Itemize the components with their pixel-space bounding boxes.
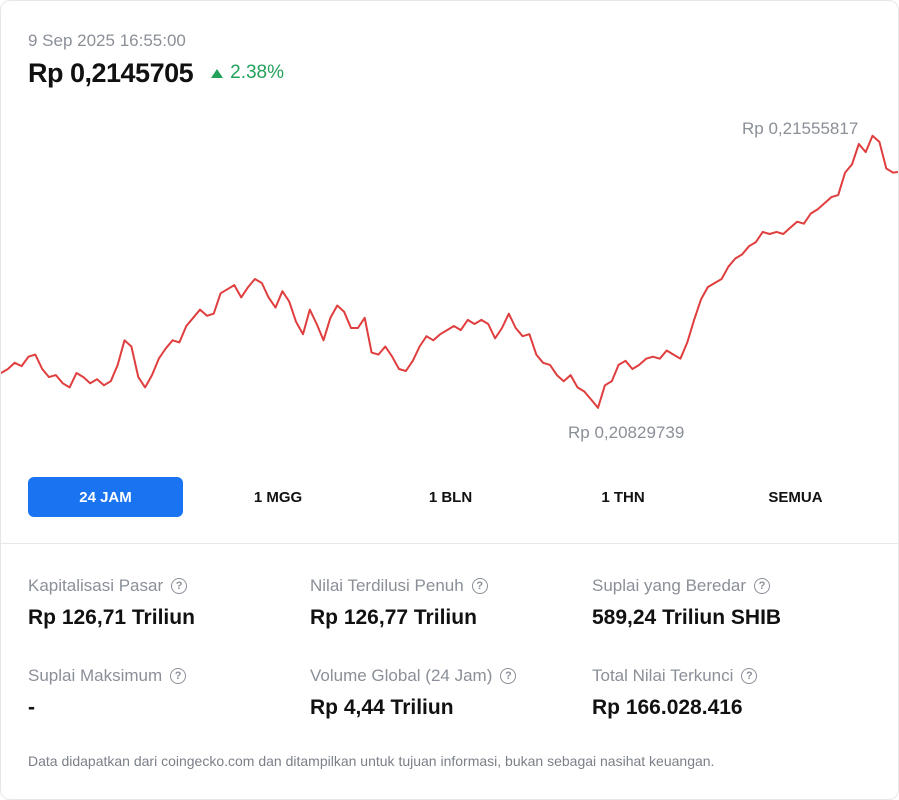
help-icon[interactable]: ? <box>471 578 488 594</box>
help-icon[interactable]: ? <box>171 578 188 594</box>
stat-label: Suplai yang Beredar <box>592 576 747 595</box>
stat-label: Volume Global (24 Jam) <box>310 666 493 685</box>
stat-label: Suplai Maksimum <box>28 666 163 685</box>
price-change-value: 2.38% <box>230 62 284 83</box>
help-icon[interactable]: ? <box>754 578 771 594</box>
stat-value: Rp 4,44 Triliun <box>310 696 454 719</box>
stat-label: Total Nilai Terkunci <box>592 666 734 685</box>
help-icon[interactable]: ? <box>741 668 758 684</box>
range-all-button[interactable]: SEMUA <box>768 488 823 506</box>
price-timestamp: 9 Sep 2025 16:55:00 <box>28 31 186 50</box>
price-change: 2.38% <box>211 62 284 84</box>
stat-label: Kapitalisasi Pasar <box>28 576 164 595</box>
chart-low-label: Rp 0,20829739 <box>568 423 685 442</box>
range-24h-button[interactable]: 24 JAM <box>28 477 183 517</box>
price-line <box>1 134 898 409</box>
range-1y-button[interactable]: 1 THN <box>601 488 645 506</box>
stat-label: Nilai Terdilusi Penuh <box>310 576 464 595</box>
stat-volume: Volume Global (24 Jam) ? Rp 4,44 Triliun <box>310 666 590 720</box>
price-header: 9 Sep 2025 16:55:00 Rp 0,2145705 2.38% <box>28 31 284 89</box>
stat-max-supply: Suplai Maksimum ? - <box>28 666 308 720</box>
stat-value: Rp 166.028.416 <box>592 696 743 719</box>
stat-value: Rp 126,71 Triliun <box>28 606 195 629</box>
stat-value: 589,24 Triliun SHIB <box>592 606 782 629</box>
range-1m-button[interactable]: 1 BLN <box>428 488 473 506</box>
triangle-up-icon <box>211 68 224 78</box>
time-range-selector: 24 JAM 1 MGG 1 BLN 1 THN SEMUA <box>28 477 873 517</box>
help-icon[interactable]: ? <box>500 668 517 684</box>
divider <box>1 543 898 544</box>
price-row: Rp 0,2145705 2.38% <box>28 57 284 89</box>
price-chart-svg <box>1 134 898 409</box>
stat-value: - <box>28 696 35 719</box>
stat-value: Rp 126,77 Triliun <box>310 606 477 629</box>
range-1w-button[interactable]: 1 MGG <box>253 488 303 506</box>
help-icon[interactable]: ? <box>170 668 187 684</box>
chart-high-label: Rp 0,21555817 <box>742 119 859 138</box>
price-chart[interactable] <box>1 101 898 461</box>
stat-market-cap: Kapitalisasi Pasar ? Rp 126,71 Triliun <box>28 576 308 630</box>
stat-circulating-supply: Suplai yang Beredar ? 589,24 Triliun SHI… <box>592 576 872 630</box>
current-price: Rp 0,2145705 <box>28 58 194 88</box>
stat-tvl: Total Nilai Terkunci ? Rp 166.028.416 <box>592 666 872 720</box>
disclaimer-text: Data didapatkan dari coingecko.com dan d… <box>28 753 715 769</box>
stat-fdv: Nilai Terdilusi Penuh ? Rp 126,77 Triliu… <box>310 576 590 630</box>
